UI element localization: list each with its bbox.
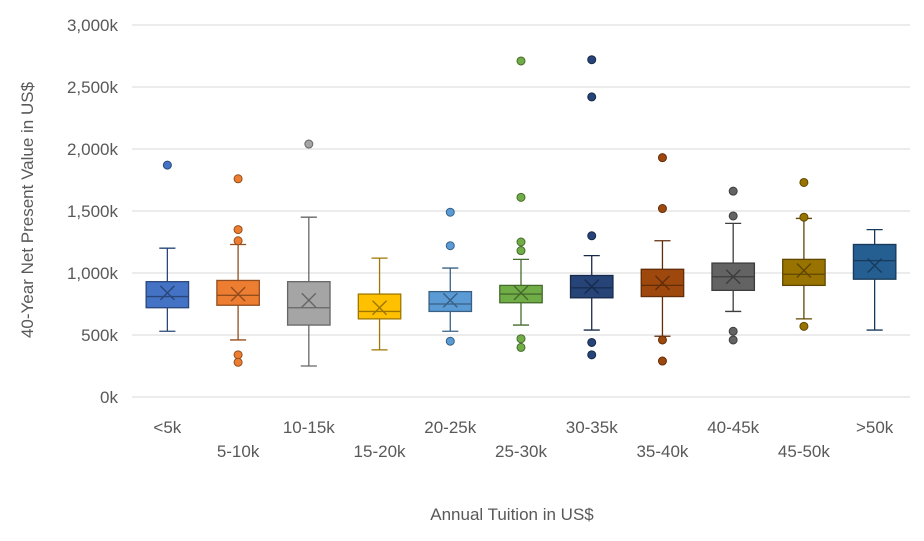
box-5 [428, 207, 473, 346]
outlier-point [728, 186, 738, 196]
box-iqr [145, 281, 190, 309]
mean-marker [230, 286, 246, 302]
box-iqr [782, 258, 826, 287]
box-iqr [428, 290, 473, 313]
box-6 [499, 56, 543, 352]
outlier-point [445, 241, 455, 251]
box-10 [782, 177, 826, 331]
y-tick-label: 3,000k [67, 16, 119, 35]
box-series [145, 55, 897, 367]
outlier-point [587, 337, 597, 347]
outlier-point [728, 211, 738, 221]
mean-marker [796, 263, 812, 279]
x-axis-tick-labels: <5k 5-10k 10-15k 15-20k 20-25k 25-30k 30-35k 35… [153, 418, 893, 461]
outlier-point [587, 92, 597, 102]
outlier-point [657, 153, 667, 163]
outlier-point [728, 335, 738, 345]
box-iqr [357, 293, 402, 320]
mean-marker [867, 258, 883, 274]
box-7 [569, 55, 614, 360]
mean-marker [654, 275, 670, 291]
box-1 [145, 160, 190, 332]
outlier-point [587, 55, 597, 65]
y-tick-label: 2,500k [67, 78, 119, 97]
outlier-point [445, 336, 455, 346]
x-tick-label: 5-10k [217, 442, 260, 461]
y-axis-title: 40-Year Net Present Value in US$ [18, 81, 37, 338]
x-tick-label: >50k [856, 418, 894, 437]
mean-marker [513, 285, 529, 301]
mean-marker [372, 300, 388, 316]
x-tick-label: 30-35k [566, 418, 618, 437]
outlier-point [233, 357, 243, 367]
mean-marker [725, 269, 741, 285]
outlier-point [799, 212, 809, 222]
x-tick-label: 45-50k [778, 442, 830, 461]
outlier-point [233, 174, 243, 184]
outlier-point [304, 139, 314, 149]
y-tick-label: 500k [81, 326, 118, 345]
outlier-point [162, 160, 172, 170]
outlier-point [587, 231, 597, 241]
y-tick-label: 0k [100, 388, 118, 407]
mean-marker [584, 279, 600, 295]
x-tick-label: 35-40k [636, 442, 688, 461]
box-iqr [852, 243, 897, 280]
x-tick-label: <5k [153, 418, 181, 437]
outlier-point [516, 192, 526, 202]
box-3 [286, 139, 331, 367]
mean-marker [442, 292, 458, 308]
box-9 [711, 186, 756, 345]
y-tick-label: 1,500k [67, 202, 119, 221]
x-tick-label: 20-25k [424, 418, 476, 437]
box-iqr [216, 279, 260, 306]
outlier-point [587, 350, 597, 360]
outlier-point [516, 342, 526, 352]
x-tick-label: 10-15k [283, 418, 335, 437]
outlier-point [657, 356, 667, 366]
y-tick-label: 2,000k [67, 140, 119, 159]
outlier-point [233, 236, 243, 246]
box-8 [640, 153, 685, 366]
x-axis-title: Annual Tuition in US$ [430, 505, 594, 524]
outlier-point [516, 237, 526, 247]
box-4 [357, 257, 402, 351]
mean-marker [301, 292, 317, 308]
y-tick-label: 1,000k [67, 264, 119, 283]
outlier-point [799, 177, 809, 187]
outlier-point [728, 326, 738, 336]
outlier-point [657, 335, 667, 345]
outlier-point [516, 56, 526, 66]
box-11 [852, 228, 897, 331]
outlier-point [233, 350, 243, 360]
outlier-point [516, 334, 526, 344]
outlier-point [445, 207, 455, 217]
outlier-point [233, 225, 243, 235]
y-axis-tick-labels: 0k 500k 1,000k 1,500k 2,000k 2,500k 3,000k [67, 16, 119, 407]
x-tick-label: 15-20k [354, 442, 406, 461]
box-2 [216, 174, 260, 367]
box-iqr [286, 281, 331, 326]
outlier-point [516, 246, 526, 256]
x-tick-label: 25-30k [495, 442, 547, 461]
x-tick-label: 40-45k [707, 418, 759, 437]
outlier-point [657, 204, 667, 214]
mean-marker [159, 285, 175, 301]
outlier-point [799, 321, 809, 331]
